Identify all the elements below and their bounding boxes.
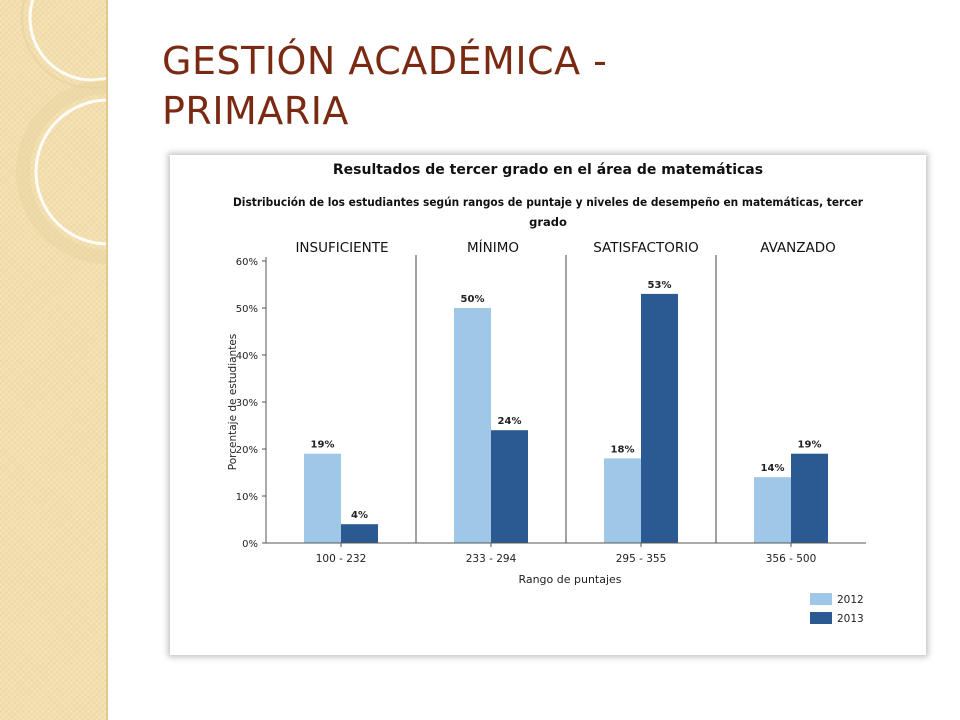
level-label-avanzado: AVANZADO bbox=[760, 240, 836, 256]
bar-2012 bbox=[604, 458, 641, 543]
bar-2012 bbox=[304, 453, 341, 543]
bar-chart: Resultados de tercer grado en el área de… bbox=[227, 162, 866, 625]
level-label-insuficiente: INSUFICIENTE bbox=[295, 240, 388, 256]
x-tick-label: 356 - 500 bbox=[766, 553, 817, 565]
slide-title: GESTIÓN ACADÉMICA - PRIMARIA bbox=[162, 36, 862, 136]
bar-value-label: 50% bbox=[461, 294, 485, 305]
x-tick-label: 233 - 294 bbox=[466, 553, 517, 565]
y-tick-label: 40% bbox=[236, 351, 258, 362]
legend-label-2012: 2012 bbox=[837, 594, 864, 606]
bar-value-label: 4% bbox=[351, 510, 368, 521]
decorative-side-strip bbox=[0, 0, 108, 720]
bar-value-label: 53% bbox=[648, 280, 672, 291]
bars bbox=[304, 293, 828, 543]
bar-value-label: 19% bbox=[798, 440, 822, 451]
bar-value-label: 24% bbox=[498, 416, 522, 427]
y-tick-label: 30% bbox=[236, 398, 258, 409]
y-axis-label: Porcentaje de estudiantes bbox=[227, 334, 239, 471]
axes bbox=[265, 257, 866, 544]
slide-title-line2: PRIMARIA bbox=[162, 89, 349, 133]
slide-title-line1: GESTIÓN ACADÉMICA - bbox=[162, 39, 608, 83]
bar-2013 bbox=[341, 524, 378, 543]
y-tick-label: 10% bbox=[236, 492, 258, 503]
chart-title: Resultados de tercer grado en el área de… bbox=[333, 162, 763, 178]
legend: 2012 2013 bbox=[810, 593, 864, 625]
chart-subtitle-line2: grado bbox=[529, 215, 567, 229]
bar-2012 bbox=[454, 308, 491, 543]
legend-label-2013: 2013 bbox=[837, 613, 864, 625]
y-axis-ticks: 0% 10% 20% 30% 40% 50% 60% bbox=[236, 257, 266, 550]
bar-2013 bbox=[641, 293, 678, 543]
bar-2013 bbox=[491, 430, 528, 543]
legend-swatch-2012 bbox=[810, 593, 832, 605]
y-tick-label: 0% bbox=[242, 539, 258, 550]
bar-value-label: 18% bbox=[611, 444, 635, 455]
level-separators bbox=[415, 255, 717, 543]
legend-swatch-2013 bbox=[810, 612, 832, 624]
x-tick-label: 100 - 232 bbox=[316, 553, 367, 565]
y-tick-label: 50% bbox=[236, 304, 258, 315]
y-tick-label: 60% bbox=[236, 257, 258, 268]
bar-value-label: 14% bbox=[761, 463, 785, 474]
bar-value-labels: 19% 4% 50% 24% 18% 53% 14% 19% bbox=[311, 280, 822, 521]
level-label-satisfactorio: SATISFACTORIO bbox=[593, 240, 699, 256]
chart-subtitle-line1: Distribución de los estudiantes según ra… bbox=[233, 195, 863, 209]
bar-value-label: 19% bbox=[311, 440, 335, 451]
x-axis-label: Rango de puntajes bbox=[518, 573, 621, 586]
decorative-circles bbox=[16, 0, 106, 264]
x-axis-categories: 100 - 232 233 - 294 295 - 355 356 - 500 bbox=[316, 543, 817, 565]
level-label-minimo: MÍNIMO bbox=[467, 239, 519, 256]
y-tick-label: 20% bbox=[236, 445, 258, 456]
chart-frame: Resultados de tercer grado en el área de… bbox=[170, 155, 926, 655]
x-tick-label: 295 - 355 bbox=[616, 553, 667, 565]
bar-2012 bbox=[754, 477, 791, 543]
bar-2013 bbox=[791, 453, 828, 543]
